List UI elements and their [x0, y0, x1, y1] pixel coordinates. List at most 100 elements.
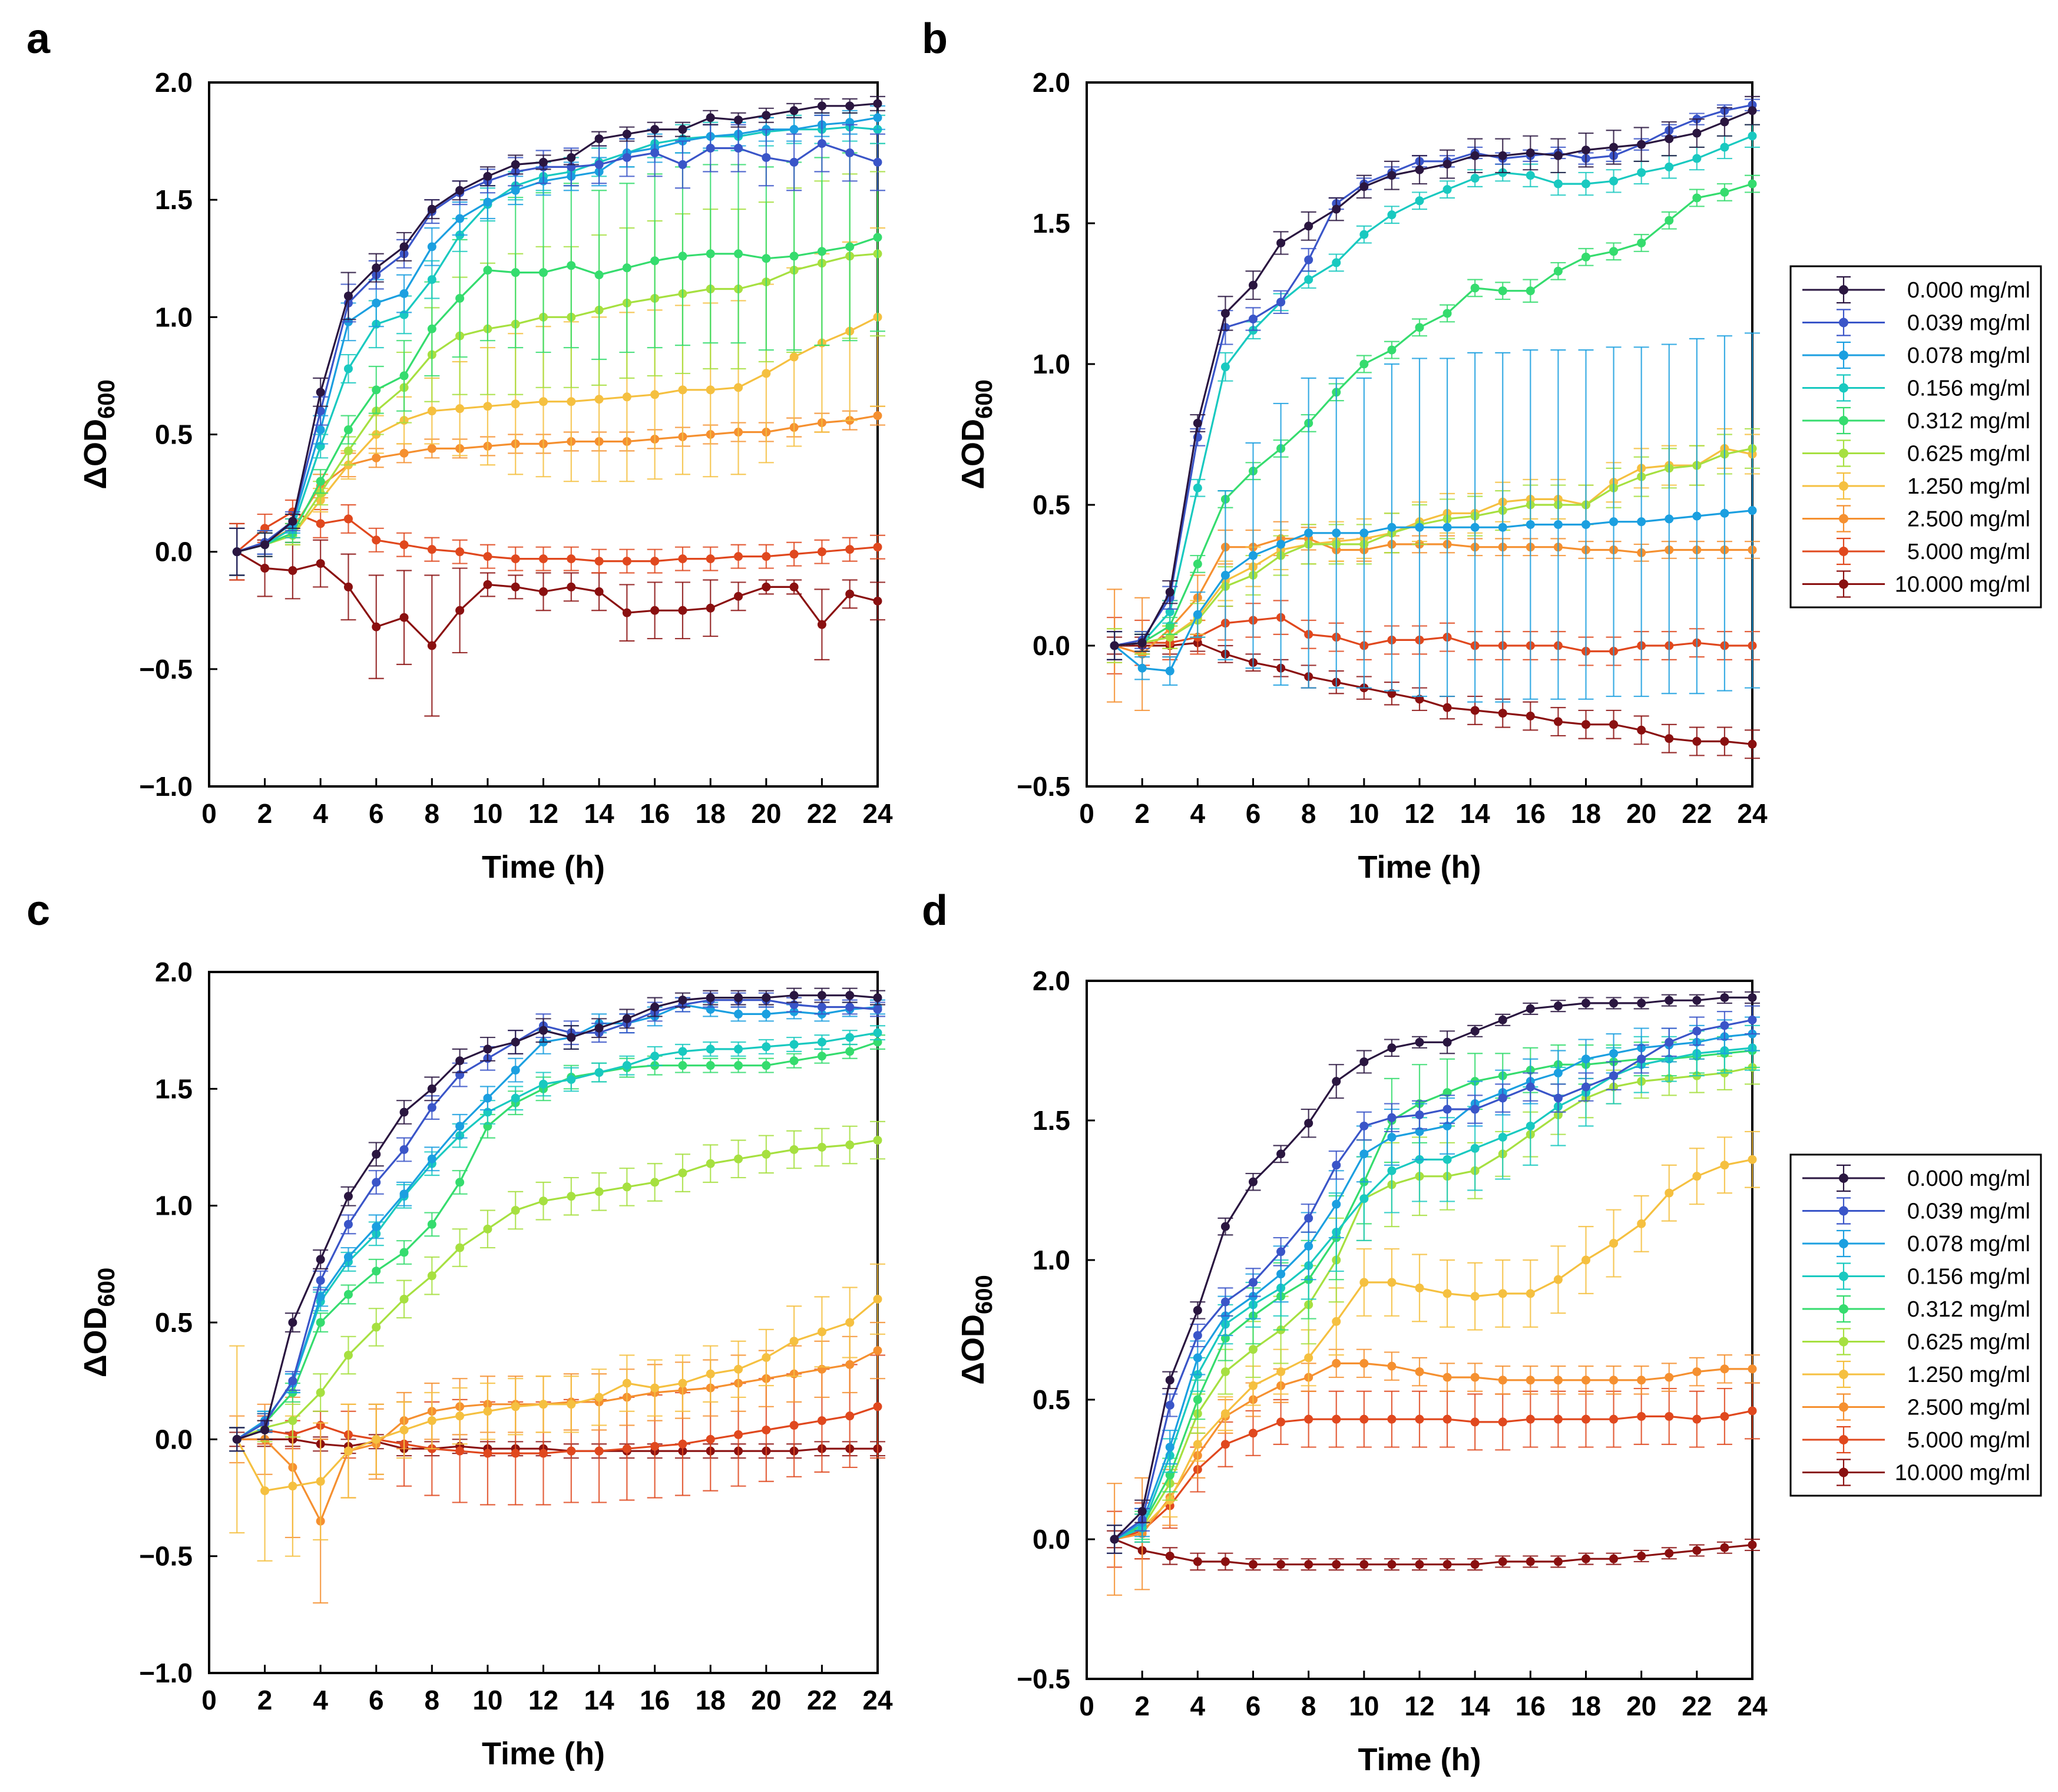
data-point	[343, 425, 353, 435]
data-point	[622, 1014, 631, 1023]
data-point	[316, 388, 325, 397]
data-point	[817, 1052, 826, 1061]
series-line	[1114, 1049, 1753, 1540]
data-point	[1470, 1292, 1480, 1301]
series-line	[236, 511, 878, 563]
legend: 0.000 mg/ml 0.039 mg/ml 0.078 mg/ml 0.156 m…	[1789, 265, 2042, 609]
data-point	[622, 608, 631, 617]
data-point	[455, 1178, 465, 1187]
data-point	[483, 402, 492, 411]
data-point	[1304, 1214, 1313, 1223]
x-axis-label: Time (h)	[482, 849, 605, 885]
data-point	[1637, 238, 1646, 247]
series-line	[1114, 104, 1753, 647]
data-point	[1692, 511, 1702, 521]
data-point	[1665, 1411, 1674, 1421]
data-point	[650, 1178, 660, 1187]
data-point	[873, 99, 882, 108]
y-tick-label: −1.0	[139, 771, 193, 802]
data-point	[594, 557, 604, 566]
data-point	[316, 406, 325, 416]
data-point	[427, 275, 436, 285]
series-line	[1114, 1019, 1753, 1540]
data-point	[1553, 266, 1563, 276]
data-point	[1470, 283, 1480, 293]
data-point	[1609, 1554, 1619, 1563]
data-point	[1581, 1376, 1590, 1385]
data-point	[1332, 1414, 1341, 1424]
data-point	[706, 1434, 715, 1444]
data-point	[539, 1449, 548, 1458]
data-point	[427, 204, 436, 214]
data-point	[1387, 1043, 1397, 1053]
data-point	[1359, 1057, 1369, 1066]
data-point	[1193, 1331, 1202, 1340]
data-point	[511, 1402, 520, 1411]
x-tick-label: 18	[1571, 1691, 1601, 1721]
legend-label: 0.000 mg/ml	[1907, 278, 2030, 303]
data-point	[873, 1136, 882, 1145]
data-point	[399, 289, 409, 298]
data-point	[1637, 1054, 1646, 1064]
series-7	[1107, 521, 1760, 712]
series-line	[236, 1003, 878, 1440]
data-point	[1692, 128, 1702, 138]
legend-label: 1.250 mg/ml	[1907, 474, 2030, 499]
data-point	[316, 425, 325, 435]
data-point	[1609, 720, 1619, 729]
y-tick-label: 1.0	[1033, 349, 1070, 379]
legend-marker	[1839, 1206, 1848, 1216]
data-point	[650, 148, 660, 157]
data-point	[1581, 179, 1590, 189]
data-point	[511, 1037, 520, 1047]
data-point	[873, 1402, 882, 1411]
x-tick-label: 20	[751, 798, 781, 829]
data-point	[817, 139, 826, 148]
data-point	[316, 1388, 325, 1397]
x-tick-label: 0	[1079, 1691, 1094, 1721]
data-point	[1553, 717, 1563, 726]
data-point	[288, 517, 297, 526]
data-point	[845, 242, 855, 252]
data-point	[427, 1271, 436, 1281]
data-point	[427, 641, 436, 650]
data-point	[1332, 204, 1341, 214]
data-point	[260, 1486, 270, 1496]
data-point	[1609, 517, 1619, 527]
data-point	[399, 1189, 409, 1199]
data-point	[539, 1400, 548, 1409]
data-point	[343, 1351, 353, 1360]
data-point	[1748, 1406, 1757, 1416]
data-point	[372, 385, 381, 395]
data-point	[343, 446, 353, 455]
data-point	[483, 1224, 492, 1234]
series-line	[236, 1139, 878, 1440]
data-point	[845, 148, 855, 157]
data-point	[1665, 1549, 1674, 1558]
data-point	[1526, 1557, 1535, 1566]
data-point	[343, 364, 353, 373]
data-point	[1498, 1557, 1507, 1566]
data-point	[1442, 523, 1452, 532]
data-point	[1609, 1071, 1619, 1080]
data-point	[483, 552, 492, 561]
series-line	[237, 1350, 878, 1524]
legend-marker	[1839, 1467, 1848, 1477]
data-point	[845, 1047, 855, 1056]
data-point	[372, 1222, 381, 1231]
y-tick-label: 0.0	[1033, 630, 1070, 661]
data-point	[1637, 140, 1646, 149]
data-point	[1359, 1149, 1369, 1159]
legend-label: 10.000 mg/ml	[1895, 573, 2030, 597]
data-point	[511, 1093, 520, 1103]
data-point	[817, 247, 826, 256]
y-tick-label: 0.5	[155, 1307, 193, 1338]
data-point	[1415, 1283, 1424, 1292]
x-tick-label: 4	[313, 798, 328, 829]
data-point	[343, 514, 353, 524]
data-point	[1720, 737, 1729, 746]
series-line	[1114, 1033, 1753, 1540]
legend-marker	[1839, 481, 1848, 491]
data-point	[873, 113, 882, 123]
data-point	[1720, 1411, 1729, 1421]
